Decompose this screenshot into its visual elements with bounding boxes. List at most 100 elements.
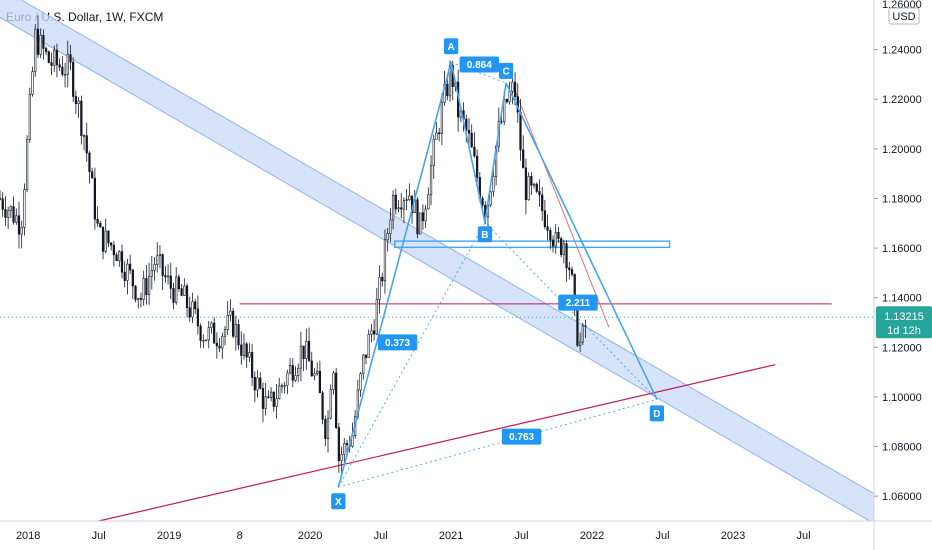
candle-body bbox=[77, 100, 80, 105]
candle-body bbox=[191, 301, 194, 318]
ratio-label[interactable]: 2.211 bbox=[566, 298, 591, 309]
candle-body bbox=[310, 360, 313, 377]
candle-body bbox=[316, 370, 319, 374]
current-price-tag bbox=[876, 306, 932, 339]
price-tick-label: 1.20000 bbox=[882, 144, 922, 156]
candle-body bbox=[50, 62, 53, 66]
ratio-label-bg bbox=[377, 334, 418, 351]
pattern-point-c[interactable]: C bbox=[502, 66, 509, 77]
ratio-label[interactable]: 0.763 bbox=[509, 432, 534, 443]
candle-body bbox=[221, 335, 224, 349]
candle-body bbox=[15, 215, 18, 223]
candle-body bbox=[329, 389, 332, 419]
support-box[interactable] bbox=[394, 240, 671, 249]
candle-body bbox=[378, 276, 381, 300]
candle-body bbox=[429, 165, 433, 196]
candle-body bbox=[104, 230, 107, 252]
pattern-leg-cd[interactable] bbox=[505, 82, 658, 400]
currency-label: USD bbox=[892, 11, 915, 23]
candle-body bbox=[88, 152, 91, 173]
candle-body bbox=[264, 396, 267, 409]
candle-body bbox=[53, 49, 56, 66]
ratio-label[interactable]: 0.373 bbox=[385, 338, 410, 349]
candle-body bbox=[554, 232, 557, 247]
candle-body bbox=[511, 81, 514, 92]
ratio-label[interactable]: 0.864 bbox=[467, 60, 492, 71]
time-tick-label: Jul bbox=[515, 530, 529, 542]
candle-body bbox=[28, 94, 31, 140]
pattern-point-d[interactable]: D bbox=[653, 409, 660, 420]
candle-body bbox=[259, 377, 262, 389]
currency-badge[interactable] bbox=[888, 7, 920, 25]
support-trendline[interactable] bbox=[98, 364, 776, 521]
candle-body bbox=[416, 199, 419, 235]
candle-body bbox=[513, 81, 517, 97]
candle-body bbox=[581, 325, 584, 343]
candle-body bbox=[473, 146, 476, 157]
candle-body bbox=[63, 74, 67, 76]
candle-body bbox=[530, 176, 533, 186]
candle-body bbox=[424, 208, 427, 222]
pattern-leg-bc[interactable] bbox=[484, 82, 507, 223]
candle-body bbox=[397, 207, 400, 210]
candle-body bbox=[267, 396, 270, 398]
candle-body bbox=[438, 132, 441, 134]
candle-body bbox=[321, 392, 324, 420]
candle-body bbox=[44, 48, 48, 53]
candle-body bbox=[524, 167, 528, 201]
price-tick-label: 1.24000 bbox=[882, 45, 922, 57]
candle-body bbox=[470, 132, 473, 148]
candle-body bbox=[253, 377, 256, 391]
pattern-leg-xa[interactable] bbox=[337, 62, 452, 488]
red-trendline[interactable] bbox=[514, 89, 610, 328]
ratio-label-bg bbox=[501, 428, 542, 445]
ratio-label-bg bbox=[558, 294, 598, 311]
candle-body bbox=[137, 297, 140, 300]
pattern-point-x[interactable]: X bbox=[335, 497, 342, 508]
candle-body bbox=[532, 183, 536, 186]
candle-body bbox=[131, 269, 134, 287]
candle-body bbox=[223, 329, 227, 337]
candle-body bbox=[313, 373, 316, 377]
candle-body bbox=[66, 54, 69, 75]
pattern-point-x-bg bbox=[331, 493, 346, 510]
candle-body bbox=[107, 230, 110, 244]
price-tick-label: 1.14000 bbox=[882, 293, 922, 305]
candle-body bbox=[1, 198, 4, 210]
candle-body bbox=[383, 239, 387, 282]
candle-body bbox=[207, 327, 210, 341]
candle-body bbox=[120, 251, 124, 273]
time-tick-label: 2023 bbox=[721, 530, 745, 542]
candle-body bbox=[166, 275, 170, 278]
price-tick-label: 1.18000 bbox=[882, 193, 922, 205]
candle-body bbox=[139, 297, 143, 300]
candle-body bbox=[7, 210, 10, 218]
pattern-point-a[interactable]: A bbox=[447, 42, 454, 53]
price-tick-label: 1.16000 bbox=[882, 243, 922, 255]
candle-body bbox=[156, 255, 159, 265]
pattern-point-b[interactable]: B bbox=[481, 230, 488, 241]
candle-body bbox=[299, 345, 303, 369]
price-tick-label-partial: 1.26000 bbox=[882, 0, 922, 11]
candle-body bbox=[364, 354, 368, 358]
candle-body bbox=[4, 208, 7, 218]
candle-body bbox=[340, 454, 343, 461]
candle-body bbox=[82, 135, 86, 137]
pattern-point-d-bg bbox=[649, 405, 665, 422]
candle-body bbox=[80, 100, 83, 136]
pattern-point-c-bg bbox=[498, 62, 514, 79]
candle-body bbox=[408, 195, 411, 201]
pattern-leg-ab[interactable] bbox=[450, 62, 486, 223]
candle-body bbox=[359, 373, 362, 391]
candle-body bbox=[134, 285, 137, 300]
candle-body bbox=[375, 299, 378, 335]
candle-body bbox=[177, 276, 181, 289]
candle-body bbox=[194, 301, 197, 310]
candle-body bbox=[432, 138, 435, 167]
candle-body bbox=[286, 372, 289, 386]
candle-body bbox=[489, 191, 492, 206]
candle-body bbox=[389, 219, 392, 234]
candle-body bbox=[47, 51, 50, 63]
candle-body bbox=[367, 333, 370, 358]
